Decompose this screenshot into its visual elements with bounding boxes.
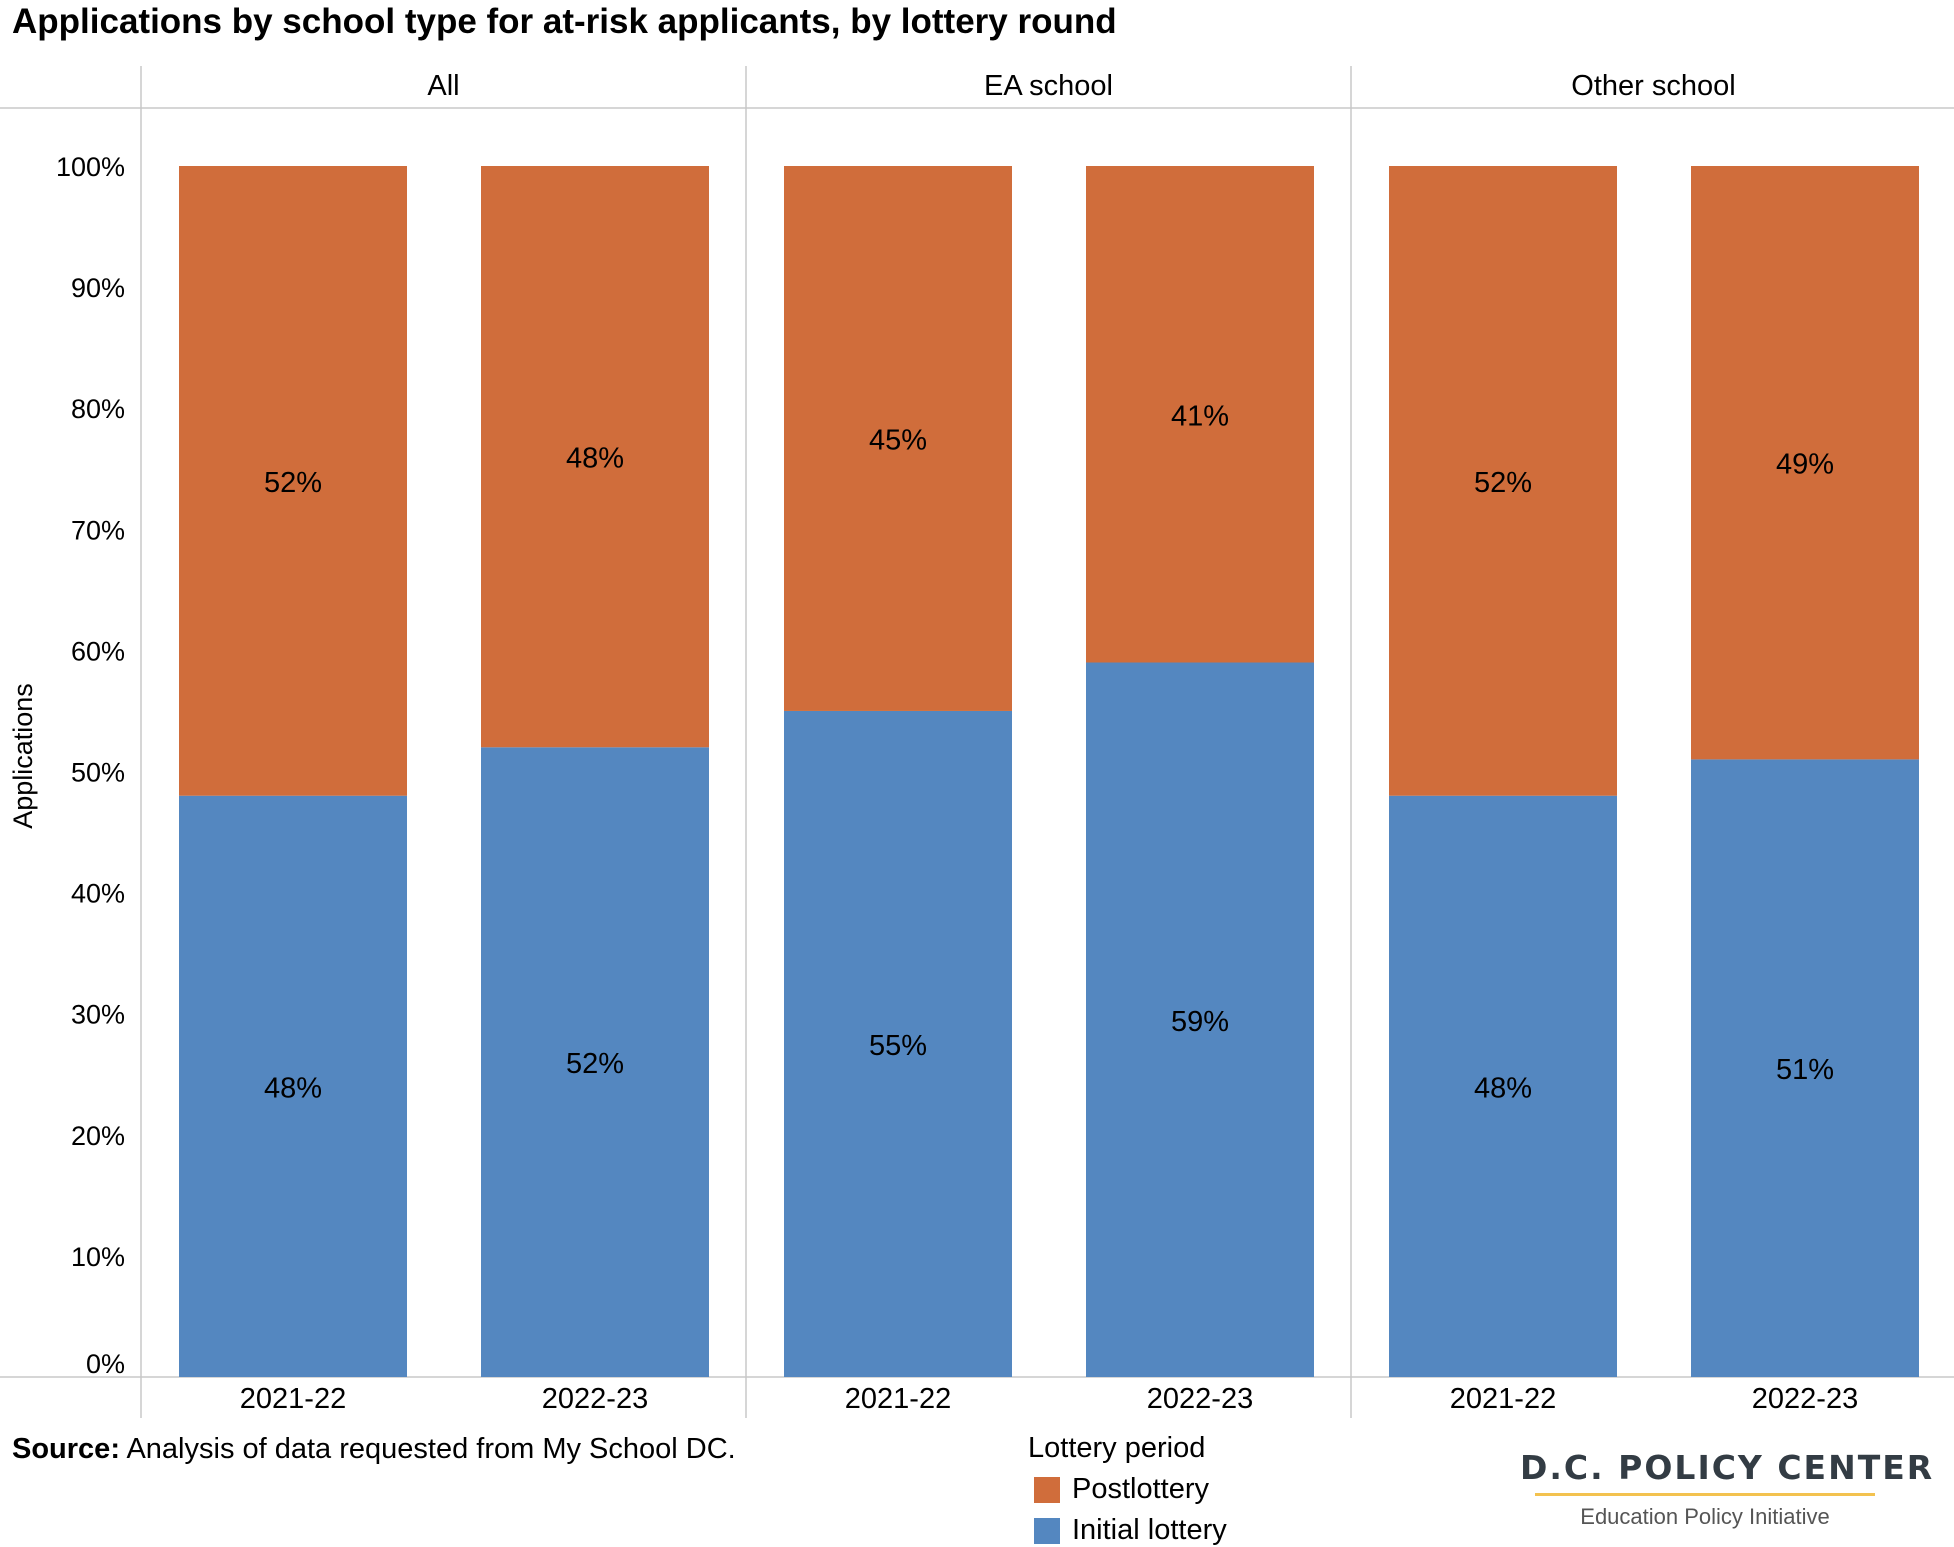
stacked-bar-chart: 0% 10% 20% 30% 40% 50% 60% 70% 80% 90% 100% Applica…	[0, 66, 1954, 1418]
bar-data-label: 59%	[1171, 1006, 1229, 1038]
bar-segment	[784, 710, 1012, 1377]
bar-data-label: 48%	[264, 1072, 322, 1104]
chart-title: Applications by school type for at-risk …	[12, 2, 1117, 41]
y-tick-label: 30%	[71, 1000, 125, 1030]
brand-subtitle: Education Policy Initiative	[1580, 1504, 1830, 1529]
bar-data-label: 52%	[566, 1048, 624, 1080]
bar-data-label: 45%	[869, 424, 927, 456]
bar-data-label: 41%	[1171, 400, 1229, 432]
bar-segment	[1691, 759, 1919, 1377]
legend-title: Lottery period	[1028, 1432, 1206, 1464]
panel-header-label: All	[427, 70, 459, 102]
source-label: Source:	[12, 1433, 120, 1465]
x-tick-label: 2022-23	[1752, 1383, 1858, 1415]
legend-label-initial-lottery: Initial lottery	[1072, 1514, 1227, 1546]
bar-segment	[179, 795, 407, 1377]
bar-segment	[481, 747, 709, 1377]
bar-data-label: 51%	[1776, 1054, 1834, 1086]
brand-name: D.C. POLICY CENTER	[1520, 1448, 1935, 1487]
bar-segment	[179, 166, 407, 796]
y-tick-label: 70%	[71, 515, 125, 545]
bar-segment	[1389, 166, 1617, 796]
legend-item-postlottery: Postlottery	[1034, 1473, 1227, 1506]
y-tick-label: 20%	[71, 1121, 125, 1151]
x-tick-label: 2022-23	[1147, 1383, 1253, 1415]
y-tick-label: 60%	[71, 636, 125, 666]
legend-item-initial-lottery: Initial lottery	[1034, 1514, 1227, 1547]
legend-swatch-postlottery	[1034, 1476, 1060, 1503]
bar-segment	[784, 166, 1012, 711]
brand-rule	[1535, 1493, 1875, 1496]
y-tick-label: 50%	[71, 758, 125, 788]
bar-data-label: 52%	[264, 467, 322, 499]
bar-segment	[1389, 795, 1617, 1377]
bar-data-label: 48%	[566, 443, 624, 475]
y-tick-label: 100%	[56, 152, 125, 182]
x-tick-label: 2021-22	[1450, 1383, 1556, 1415]
bar-data-label: 48%	[1474, 1072, 1532, 1104]
x-tick-label: 2021-22	[845, 1383, 951, 1415]
source-text: Analysis of data requested from My Schoo…	[126, 1433, 736, 1465]
source-note: Source: Analysis of data requested from …	[12, 1433, 736, 1466]
brand-logo: D.C. POLICY CENTER Education Policy Init…	[1520, 1448, 1935, 1530]
y-tick-label: 80%	[71, 394, 125, 424]
bar-data-label: 52%	[1474, 467, 1532, 499]
x-tick-label: 2021-22	[240, 1383, 346, 1415]
legend-label-postlottery: Postlottery	[1072, 1473, 1209, 1505]
y-axis-label: Applications	[8, 683, 38, 829]
panel-header-label: EA school	[984, 70, 1113, 102]
bar-data-label: 49%	[1776, 449, 1834, 481]
y-tick-label: 40%	[71, 879, 125, 909]
bar-segment	[1086, 166, 1314, 663]
bar-data-label: 55%	[869, 1030, 927, 1062]
bar-segment	[481, 166, 709, 748]
y-tick-label: 0%	[86, 1349, 125, 1379]
y-tick-label: 10%	[71, 1242, 125, 1272]
x-tick-label: 2022-23	[542, 1383, 648, 1415]
bar-segment	[1691, 166, 1919, 760]
legend-swatch-initial-lottery	[1034, 1517, 1060, 1544]
bar-segment	[1086, 662, 1314, 1377]
legend: Lottery period Postlottery Initial lotte…	[1028, 1432, 1227, 1547]
y-tick-label: 90%	[71, 273, 125, 303]
panel-header-label: Other school	[1571, 70, 1735, 102]
